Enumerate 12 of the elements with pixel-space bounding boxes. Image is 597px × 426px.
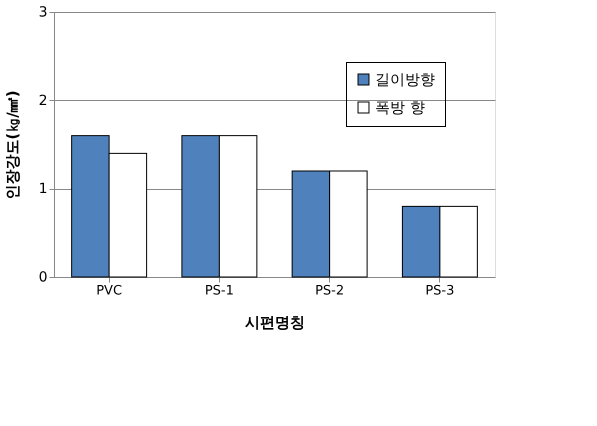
y-axis-title: 인장강도(㎏/㎟)	[4, 90, 22, 200]
y-tick-label: 0	[38, 270, 48, 286]
legend-label: 길이방향	[375, 70, 435, 88]
x-axis-title: 시편명칭	[245, 314, 305, 332]
x-tick-label: PS-1	[204, 284, 234, 298]
y-tick-label: 1	[38, 181, 48, 198]
y-tick-label: 3	[38, 4, 48, 20]
x-tick-label: PS-3	[425, 284, 454, 298]
legend-label: 폭방 향	[375, 98, 425, 116]
x-tick-label: PVC	[96, 284, 122, 298]
x-tick-label: PS-2	[315, 284, 344, 298]
y-tick-label: 2	[38, 92, 48, 109]
